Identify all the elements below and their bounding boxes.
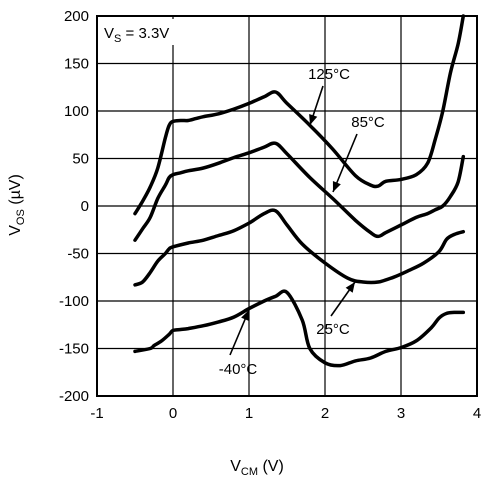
tick-labels: -1 0 1 2 3 4 -200 -150 -100 -50 0 50 100 150 200 <box>59 8 481 422</box>
series-line-125c <box>133 14 466 216</box>
annotations: 125°C 85°C 25°C -40°C <box>219 66 385 378</box>
x-tick-label: 1 <box>245 405 253 422</box>
series-layer <box>133 14 466 368</box>
x-tick-label: -1 <box>90 405 103 422</box>
y-tick-label: -150 <box>59 341 89 358</box>
annotation-arrow-85c <box>332 133 358 193</box>
series-line-85c <box>133 141 466 242</box>
annotation-label-125c: 125°C <box>308 66 350 83</box>
series-line-minus40c <box>133 289 466 368</box>
arrowhead-icon <box>241 310 250 321</box>
supply-box <box>100 19 196 45</box>
y-tick-label: 150 <box>64 56 89 73</box>
y-tick-label: 100 <box>64 103 89 120</box>
y-tick-label: 0 <box>81 198 89 215</box>
arrowhead-icon <box>309 114 318 125</box>
annotation-label-25c: 25°C <box>316 321 350 338</box>
plot-frame <box>96 15 478 397</box>
y-tick-label: 200 <box>64 8 89 25</box>
x-axis-title: VCM (V) <box>230 458 284 478</box>
y-tick-label: 50 <box>72 151 89 168</box>
x-tick-label: 4 <box>473 405 481 422</box>
x-tick-label: 2 <box>321 405 329 422</box>
annotation-label-85c: 85°C <box>351 114 385 131</box>
series-line-25c <box>133 208 466 287</box>
y-tick-label: -50 <box>67 246 89 263</box>
y-tick-label: -100 <box>59 293 89 310</box>
supply-label: VS = 3.3V <box>104 25 169 45</box>
y-tick-label: -200 <box>59 388 89 405</box>
y-axis-title: VOS (µV) <box>7 174 27 236</box>
arrowhead-icon <box>332 181 341 192</box>
arrowhead-icon <box>345 282 355 293</box>
x-tick-label: 0 <box>169 405 177 422</box>
annotation-label-minus40c: -40°C <box>219 361 258 378</box>
x-tick-label: 3 <box>397 405 405 422</box>
